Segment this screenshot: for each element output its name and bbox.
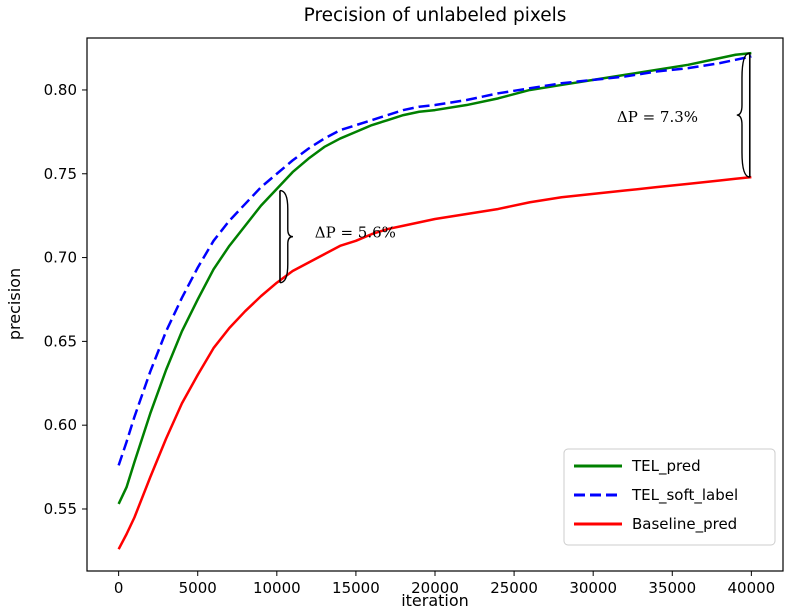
y-tick-label: 0.55 <box>44 500 77 518</box>
x-tick-label: 10000 <box>253 579 301 597</box>
x-tick-label: 0 <box>114 579 124 597</box>
x-tick-label: 5000 <box>179 579 217 597</box>
legend-box <box>563 448 776 546</box>
legend-label-baseline-pred: Baseline_pred <box>632 515 737 534</box>
legend-label-tel-pred: TEL_pred <box>631 457 701 476</box>
x-tick-label: 30000 <box>569 579 617 597</box>
y-tick-label: 0.60 <box>44 416 77 434</box>
y-tick-label: 0.80 <box>44 81 77 99</box>
delta-p-annotation: ΔP = 5.6% <box>315 223 396 241</box>
x-tick-label: 35000 <box>648 579 696 597</box>
x-tick-label: 15000 <box>332 579 380 597</box>
series-line-tel-soft-label <box>117 55 752 466</box>
series-line-baseline-pred <box>117 175 752 550</box>
chart-title: Precision of unlabeled pixels <box>304 5 567 26</box>
x-axis-label: iteration <box>401 591 469 610</box>
x-tick-label: 20000 <box>411 579 459 597</box>
y-tick-label: 0.75 <box>44 165 77 183</box>
plot-area <box>117 51 752 550</box>
delta-p-brace <box>736 52 750 178</box>
x-tick-label: 25000 <box>490 579 538 597</box>
y-tick-label: 0.70 <box>44 249 77 267</box>
delta-p-annotation: ΔP = 7.3% <box>617 108 698 126</box>
legend: TEL_pred TEL_soft_label Baseline_pred <box>563 448 776 546</box>
y-axis-label: precision <box>5 268 24 340</box>
x-tick-label: 40000 <box>728 579 776 597</box>
legend-label-tel-soft-label: TEL_soft_label <box>631 486 738 505</box>
y-tick-label: 0.65 <box>44 332 77 350</box>
